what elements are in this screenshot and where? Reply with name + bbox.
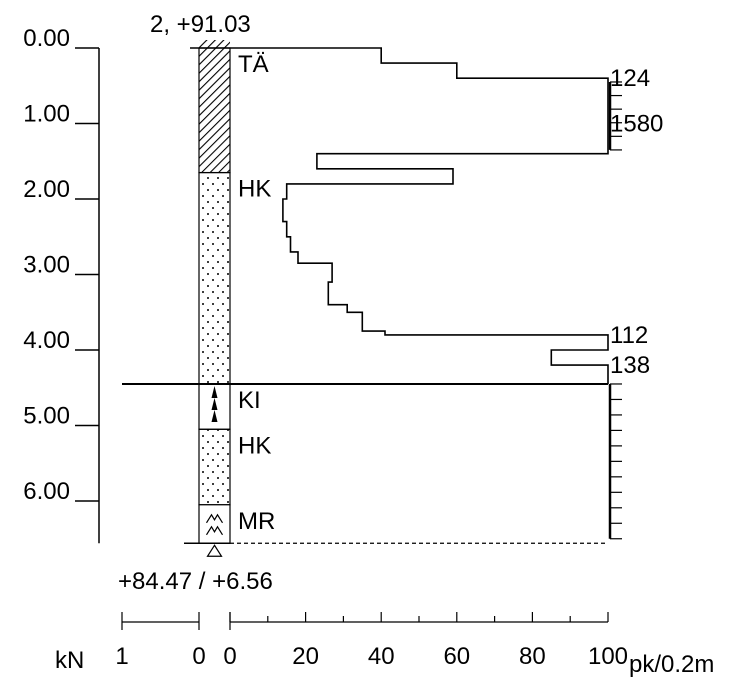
pk-tick-label: 40 xyxy=(368,643,395,670)
hatch-cap xyxy=(199,40,230,48)
depth-tick-label: 4.00 xyxy=(23,327,70,354)
layer-label: TÄ xyxy=(238,51,269,78)
soil-layer xyxy=(198,171,231,385)
layer-label: HK xyxy=(238,176,271,203)
pk-tick-label: 80 xyxy=(519,643,546,670)
moraine-symbol xyxy=(205,513,224,524)
profile-annotations: 124 1580 112 138 xyxy=(610,65,663,379)
bottom-elevation-label: +84.47 / +6.56 xyxy=(118,568,273,595)
depth-tick-label: 0.00 xyxy=(23,25,70,52)
depth-brackets xyxy=(608,81,622,540)
kn-tick-label: 1 xyxy=(115,643,128,670)
layer-label: KI xyxy=(238,387,261,414)
pk-tick-label: 0 xyxy=(223,643,236,670)
depth-tick-label: 3.00 xyxy=(23,252,70,279)
depth-tick-label: 6.00 xyxy=(23,478,70,505)
soil-layer xyxy=(198,504,231,544)
kn-tick-label: 0 xyxy=(192,643,205,670)
layer-labels: TÄ HK KI HK MR xyxy=(238,51,275,535)
depth-tick-label: 2.00 xyxy=(23,176,70,203)
depth-tick-label: 1.00 xyxy=(23,101,70,128)
resistance-profile-line xyxy=(230,47,609,384)
layer-label: MR xyxy=(238,508,275,535)
depth-tick-label: 5.00 xyxy=(23,403,70,430)
profile-annotation: 1580 xyxy=(610,111,663,138)
soil-column xyxy=(190,40,231,544)
stone-symbol xyxy=(211,409,218,422)
profile-annotation: 112 xyxy=(610,322,648,349)
profile-annotation: 138 xyxy=(610,352,650,379)
stone-symbol xyxy=(211,397,218,410)
pk-tick-label: 20 xyxy=(292,643,319,670)
stone-symbol xyxy=(211,385,218,398)
pk-tick-label: 60 xyxy=(443,643,470,670)
soil-layer xyxy=(198,428,231,506)
profile-annotation: 124 xyxy=(610,65,650,92)
pk-tick-label: 100 xyxy=(588,643,628,670)
moraine-symbol xyxy=(205,525,224,536)
pk-unit-label: pk/0.2m xyxy=(629,651,714,678)
depth-axis: 0.00 1.00 2.00 3.00 4.00 5.00 6.00 xyxy=(23,25,100,544)
point-label: 2, +91.03 xyxy=(150,11,251,38)
scale-bar: kN 1 0 0 20 40 60 80 100 pk/0.2m xyxy=(55,612,714,678)
soil-layer xyxy=(198,47,231,174)
bottom-triangle-icon xyxy=(206,544,223,557)
layer-label: HK xyxy=(238,432,271,459)
kn-unit-label: kN xyxy=(55,647,84,674)
